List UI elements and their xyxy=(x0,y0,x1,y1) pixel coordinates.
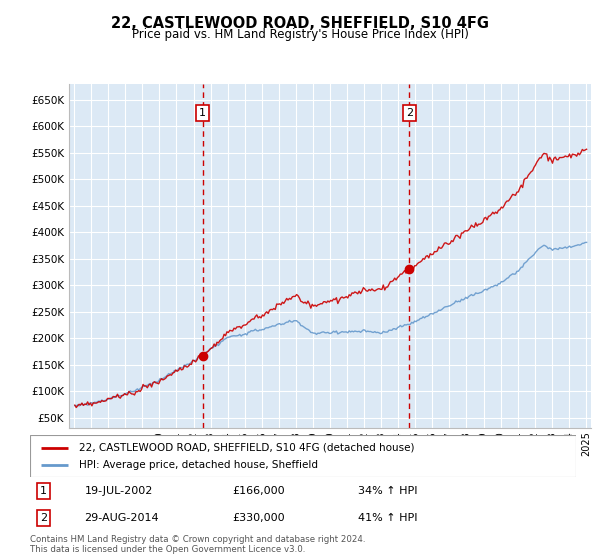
Text: 1: 1 xyxy=(199,108,206,118)
Text: £166,000: £166,000 xyxy=(232,486,284,496)
Text: HPI: Average price, detached house, Sheffield: HPI: Average price, detached house, Shef… xyxy=(79,460,318,470)
Text: 2: 2 xyxy=(40,513,47,523)
Text: 41% ↑ HPI: 41% ↑ HPI xyxy=(358,513,417,523)
Text: Price paid vs. HM Land Registry's House Price Index (HPI): Price paid vs. HM Land Registry's House … xyxy=(131,28,469,41)
Text: £330,000: £330,000 xyxy=(232,513,284,523)
Text: 34% ↑ HPI: 34% ↑ HPI xyxy=(358,486,417,496)
Text: 19-JUL-2002: 19-JUL-2002 xyxy=(85,486,153,496)
Text: 22, CASTLEWOOD ROAD, SHEFFIELD, S10 4FG: 22, CASTLEWOOD ROAD, SHEFFIELD, S10 4FG xyxy=(111,16,489,31)
Text: 29-AUG-2014: 29-AUG-2014 xyxy=(85,513,159,523)
Text: 1: 1 xyxy=(40,486,47,496)
Text: 2: 2 xyxy=(406,108,413,118)
Text: 22, CASTLEWOOD ROAD, SHEFFIELD, S10 4FG (detached house): 22, CASTLEWOOD ROAD, SHEFFIELD, S10 4FG … xyxy=(79,443,415,452)
Text: Contains HM Land Registry data © Crown copyright and database right 2024.
This d: Contains HM Land Registry data © Crown c… xyxy=(30,535,365,554)
